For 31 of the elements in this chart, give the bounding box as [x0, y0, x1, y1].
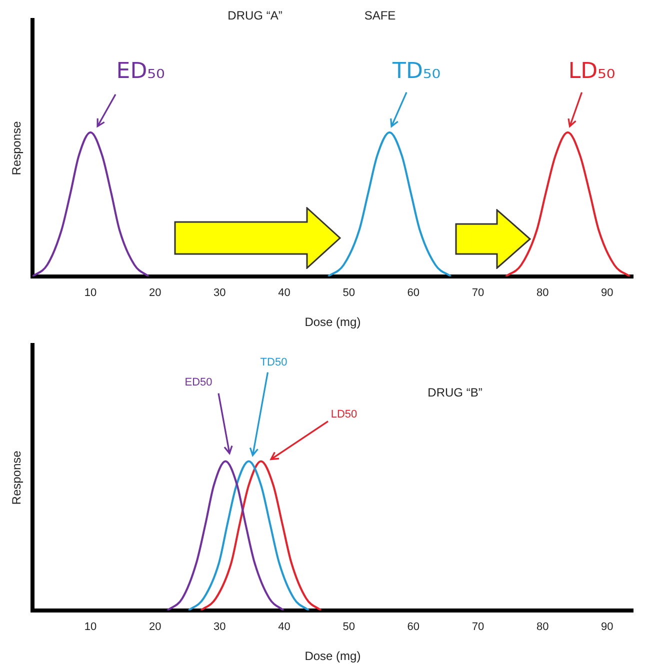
- x-tick-label: 50: [342, 287, 355, 300]
- x-tick-label: 70: [472, 621, 484, 634]
- text: ED₅₀: [116, 59, 165, 84]
- chart-title: DRUG “B”: [428, 385, 482, 400]
- x-tick-label: 10: [84, 287, 97, 300]
- y-axis-title: Response: [10, 450, 24, 505]
- x-tick-label: 90: [601, 621, 614, 634]
- x-tick-label: 60: [407, 621, 420, 634]
- text: LD₅₀: [568, 59, 616, 84]
- y-axis-title: Response: [10, 120, 24, 176]
- x-axis-title: Dose (mg): [304, 649, 361, 664]
- text: SAFE: [364, 8, 396, 22]
- chart-title: DRUG “A”: [228, 8, 282, 22]
- x-axis-title: Dose (mg): [304, 315, 361, 330]
- x-tick-label: 40: [278, 621, 290, 634]
- text: LD50: [330, 408, 358, 420]
- x-tick-label: 40: [278, 287, 290, 300]
- x-tick-label: 30: [214, 621, 226, 634]
- x-tick-label: 50: [342, 621, 355, 634]
- x-tick-label: 90: [601, 287, 614, 300]
- x-tick-label: 60: [407, 287, 420, 300]
- text: TD50: [260, 356, 288, 368]
- x-tick-label: 70: [472, 287, 484, 300]
- x-tick-label: 80: [536, 621, 549, 634]
- x-tick-label: 10: [84, 621, 97, 634]
- x-tick-label: 30: [214, 287, 226, 300]
- x-tick-label: 20: [148, 621, 162, 634]
- x-tick-label: 80: [536, 287, 549, 300]
- x-tick-label: 20: [148, 287, 162, 300]
- text: ED50: [184, 376, 212, 388]
- text: TD₅₀: [392, 59, 441, 84]
